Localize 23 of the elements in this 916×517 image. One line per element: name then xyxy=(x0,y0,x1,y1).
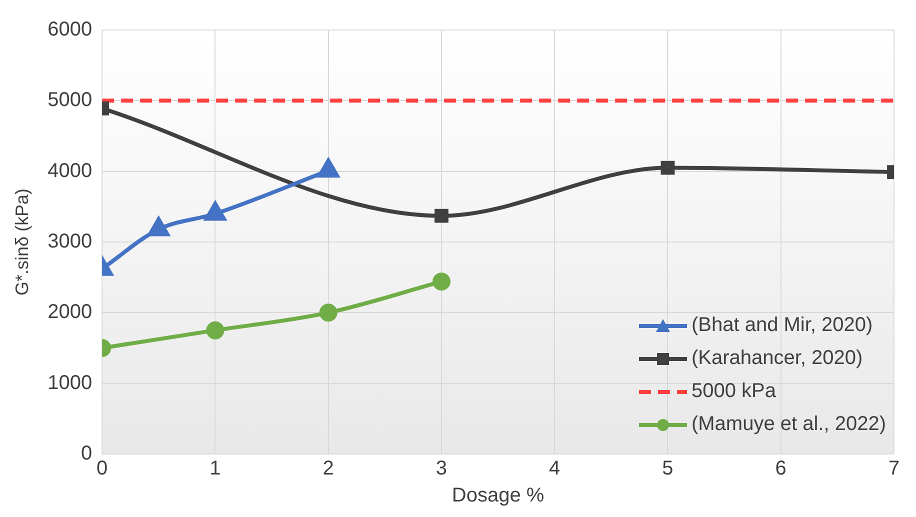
legend-label: 5000 kPa xyxy=(691,380,776,403)
x-tick-label: 0 xyxy=(96,458,108,480)
point xyxy=(432,272,450,291)
x-tick-label: 4 xyxy=(549,458,560,480)
x-tick-label: 6 xyxy=(775,458,786,480)
y-tick-label: 5000 xyxy=(48,89,92,112)
x-tick-label: 1 xyxy=(210,458,221,480)
x-tick-label: 2 xyxy=(322,458,334,480)
y-tick-label: 3000 xyxy=(48,230,92,253)
x-axis-title: Dosage % xyxy=(452,484,544,507)
x-tick-label: 7 xyxy=(888,458,900,480)
y-tick-label: 1000 xyxy=(48,372,92,394)
legend-label: (Bhat and Mir, 2020) xyxy=(691,314,873,337)
legend-label: (Mamuye et al., 2022) xyxy=(691,413,886,436)
x-tick-label: 3 xyxy=(436,458,448,480)
y-tick-label: 4000 xyxy=(48,160,92,182)
point xyxy=(319,304,338,322)
y-axis-title: G*.sinδ (kPa) xyxy=(12,188,32,296)
y-tick-label: 6000 xyxy=(48,18,92,41)
y-tick-label: 0 xyxy=(80,442,92,465)
legend-label: (Karahancer, 2020) xyxy=(691,347,863,370)
x-tick-label: 5 xyxy=(662,458,674,480)
y-tick-label: 2000 xyxy=(48,301,92,324)
